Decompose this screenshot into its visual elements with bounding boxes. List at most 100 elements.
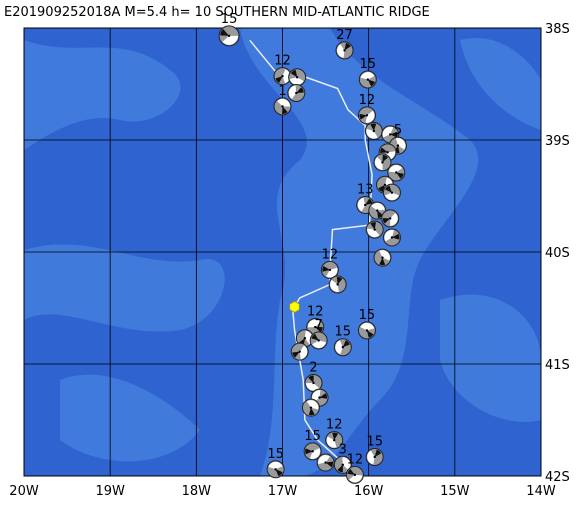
beachball-compression [370,222,376,230]
beachball-dilatation [222,35,239,45]
x-tick-label: 20W [9,484,39,499]
beachball-center [364,203,367,207]
focal-mechanism [365,447,384,466]
focal-mechanism [381,209,400,228]
beachball-dilatation [299,345,308,360]
focal-mechanism [316,453,335,472]
beachball-center [281,74,284,78]
beachball-dilatation [360,322,375,331]
focal-mechanism [368,201,387,220]
beachball-compression [305,448,313,455]
beachball-center [373,228,376,231]
beachball-dilatation [365,110,375,123]
depth-label: 1 [278,84,286,99]
focal-mechanism [335,41,354,60]
beachball-compression [282,106,288,114]
beachball-dilatation [306,383,320,391]
beachball-compression [365,198,373,205]
depth-label: 15 [267,447,284,462]
focal-mechanism [373,153,392,172]
beachball-center [314,325,317,329]
beachball-compression [292,351,300,358]
beachball-center [303,337,307,340]
beachball-center [312,381,315,385]
focal-mechanism [266,460,285,479]
beachball-center [373,455,376,459]
focal-mechanism [357,321,376,340]
beachball-dilatation [282,69,290,84]
beachball-compression [275,469,283,477]
beachball-center [365,114,369,117]
focal-mechanism [306,318,325,337]
focal-mechanism [218,25,240,47]
beachball-compression [366,330,374,338]
beachball-compression [332,432,339,441]
depth-label: 5 [394,123,402,138]
depth-label: 27 [336,28,353,43]
beachball-dilatation [335,340,343,355]
beachball-compression [367,79,375,87]
beachball-dilatation [374,156,383,170]
beachball-compression [374,449,382,457]
beachball-center [227,34,231,38]
focal-mechanism [382,228,401,247]
beachball-dilatation [367,228,380,238]
y-tick-label: 41S [545,358,570,373]
y-tick-label: 39S [545,134,570,149]
beachball-center [389,133,392,136]
beachball-center [386,151,389,154]
beachball-compression [275,76,283,83]
x-tick-label: 14W [526,484,556,499]
beachball-center [341,346,345,349]
beachball-compression [391,233,400,240]
beachball-compression [359,113,367,120]
beachball-dilatation [382,126,394,138]
beachball-center [376,209,379,212]
beachball-center [333,438,336,442]
beachball-center [295,91,298,95]
depth-label: 12 [274,54,291,69]
beachball-dilatation [312,340,327,348]
beachball-dilatation [288,85,297,99]
beachball-dilatation [357,197,366,212]
beachball-compression [382,218,391,224]
beachball-compression [370,123,377,132]
focal-mechanism [387,163,406,182]
depth-label: 12 [347,452,364,467]
beachball-dilatation [318,455,331,464]
beachball-center [274,468,277,471]
depth-label: 15 [366,434,383,449]
y-tick-label: 38S [545,22,570,37]
depth-label: 2 [309,361,317,376]
beachball-center [396,144,400,147]
focal-mechanism [273,97,292,116]
depth-label: 15 [221,12,238,27]
beachball-compression [322,265,330,272]
beachball-compression [308,407,315,416]
beachball-compression [337,464,343,473]
beachball-dilatation [366,128,378,139]
beachball-dilatation [326,267,338,278]
depth-label: 15 [359,308,376,323]
beachball-dilatation [395,138,406,150]
focal-mechanism [333,455,352,474]
focal-mechanism [382,183,401,202]
beachball-center [366,78,370,81]
plate-boundary [249,39,373,461]
depth-label: 12 [359,93,376,108]
beachball-compression [344,43,351,51]
beachball-compression [347,468,355,475]
beachball-compression [385,185,392,193]
beachball-center [281,105,284,108]
beachball-center [328,268,332,272]
focal-mechanism [365,220,384,239]
focal-mechanism [325,431,344,450]
beachball-compression [390,131,398,138]
beachball-dilatation [330,279,339,292]
beachball-dilatation [367,450,375,465]
focal-mechanism [357,106,376,125]
frame [23,27,542,477]
map-title: E201909252018A M=5.4 h= 10 SOUTHERN MID-… [4,5,430,20]
